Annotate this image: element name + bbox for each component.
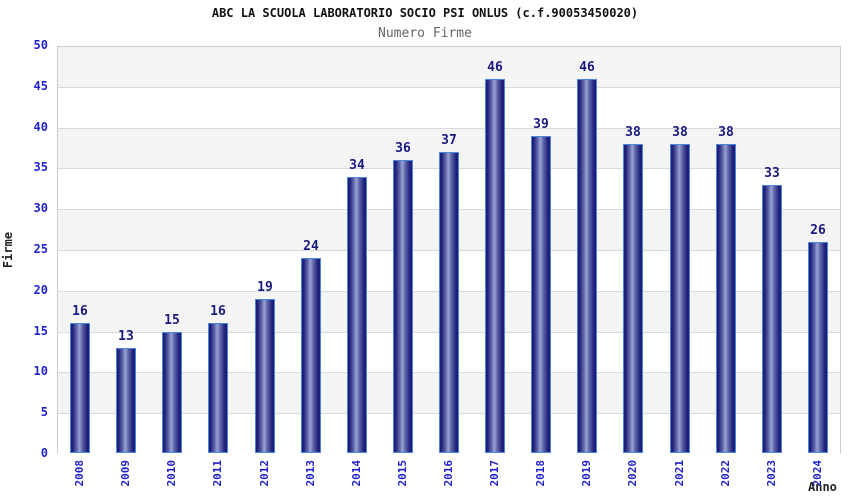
bar-value-label: 16	[72, 304, 88, 319]
bar-value-label: 38	[672, 125, 688, 140]
x-tick-label: 2015	[396, 460, 409, 487]
y-tick-label: 50	[33, 38, 48, 52]
bar-2017	[485, 79, 505, 453]
bar-2011	[208, 323, 228, 453]
plot-band	[58, 87, 840, 129]
x-tick-label: 2013	[304, 460, 317, 487]
plot-area	[57, 46, 841, 455]
bar-2022	[716, 144, 736, 453]
bar-value-label: 33	[764, 166, 780, 181]
bar-2021	[670, 144, 690, 453]
bar-value-label: 16	[210, 304, 226, 319]
x-tick-label: 2014	[350, 460, 363, 487]
x-tick-label: 2010	[165, 460, 178, 487]
x-tick-label: 2021	[673, 460, 686, 487]
x-tick-label: 2020	[626, 460, 639, 487]
bar-2023	[762, 185, 782, 453]
bar-2013	[301, 258, 321, 453]
bar-2015	[393, 160, 413, 453]
x-axis-title: Anno	[808, 480, 837, 494]
bar-value-label: 38	[718, 125, 734, 140]
bar-value-label: 46	[487, 60, 503, 75]
y-tick-label: 0	[40, 446, 48, 460]
bar-value-label: 19	[257, 280, 273, 295]
bar-value-label: 46	[579, 60, 595, 75]
y-tick-label: 40	[33, 120, 48, 134]
x-tick-label: 2018	[534, 460, 547, 487]
y-tick-label: 45	[33, 79, 48, 93]
bar-value-label: 36	[395, 141, 411, 156]
bar-value-label: 37	[441, 133, 457, 148]
y-tick-label: 25	[33, 242, 48, 256]
bar-value-label: 26	[810, 223, 826, 238]
bar-2010	[162, 332, 182, 453]
bar-value-label: 15	[164, 313, 180, 328]
y-tick-label: 15	[33, 324, 48, 338]
bar-2012	[255, 299, 275, 453]
bar-value-label: 38	[625, 125, 641, 140]
bar-2019	[577, 79, 597, 453]
bar-value-label: 34	[349, 158, 365, 173]
x-tick-label: 2017	[488, 460, 501, 487]
bar-2018	[531, 136, 551, 453]
bar-2024	[808, 242, 828, 453]
x-tick-label: 2016	[442, 460, 455, 487]
bar-2020	[623, 144, 643, 453]
x-tick-label: 2009	[119, 460, 132, 487]
gridline	[58, 87, 840, 88]
x-tick-label: 2012	[258, 460, 271, 487]
y-tick-label: 10	[33, 364, 48, 378]
x-tick-label: 2023	[765, 460, 778, 487]
x-tick-label: 2011	[211, 460, 224, 487]
bar-value-label: 13	[118, 329, 134, 344]
x-tick-label: 2022	[719, 460, 732, 487]
chart-title: ABC LA SCUOLA LABORATORIO SOCIO PSI ONLU…	[211, 6, 639, 20]
bar-2009	[116, 348, 136, 453]
y-tick-label: 30	[33, 201, 48, 215]
bar-2014	[347, 177, 367, 453]
plot-band	[58, 47, 840, 88]
gridline	[58, 128, 840, 129]
x-tick-label: 2019	[580, 460, 593, 487]
x-tick-label: 2008	[73, 460, 86, 487]
x-tick-label: 2024	[811, 460, 824, 487]
bar-2016	[439, 152, 459, 453]
bar-value-label: 39	[533, 117, 549, 132]
bar-2008	[70, 323, 90, 453]
bar-value-label: 24	[303, 239, 319, 254]
y-tick-label: 20	[33, 283, 48, 297]
y-tick-label: 5	[40, 405, 48, 419]
y-tick-label: 35	[33, 160, 48, 174]
chart-subtitle: Numero Firme	[378, 26, 472, 41]
